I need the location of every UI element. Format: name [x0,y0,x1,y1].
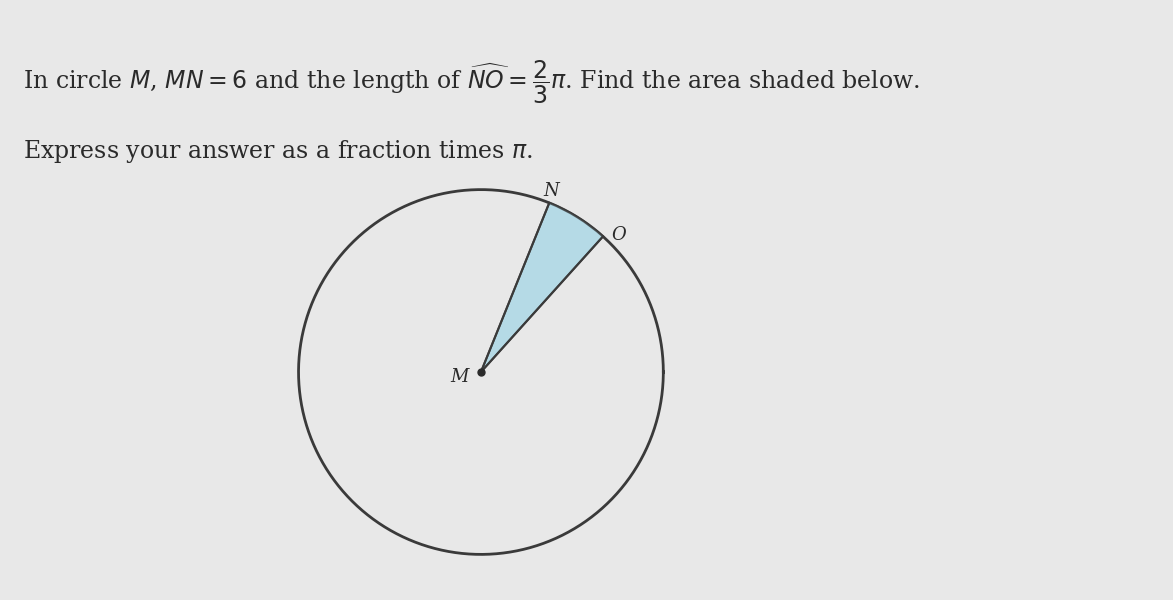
Text: In circle $M$, $MN = 6$ and the length of $\widehat{NO} = \dfrac{2}{3}\pi$. Find: In circle $M$, $MN = 6$ and the length o… [23,59,921,106]
Text: M: M [450,368,469,386]
Wedge shape [481,203,603,372]
Text: N: N [543,182,558,200]
Text: O: O [611,226,625,244]
Text: Express your answer as a fraction times $\pi$.: Express your answer as a fraction times … [23,138,534,165]
